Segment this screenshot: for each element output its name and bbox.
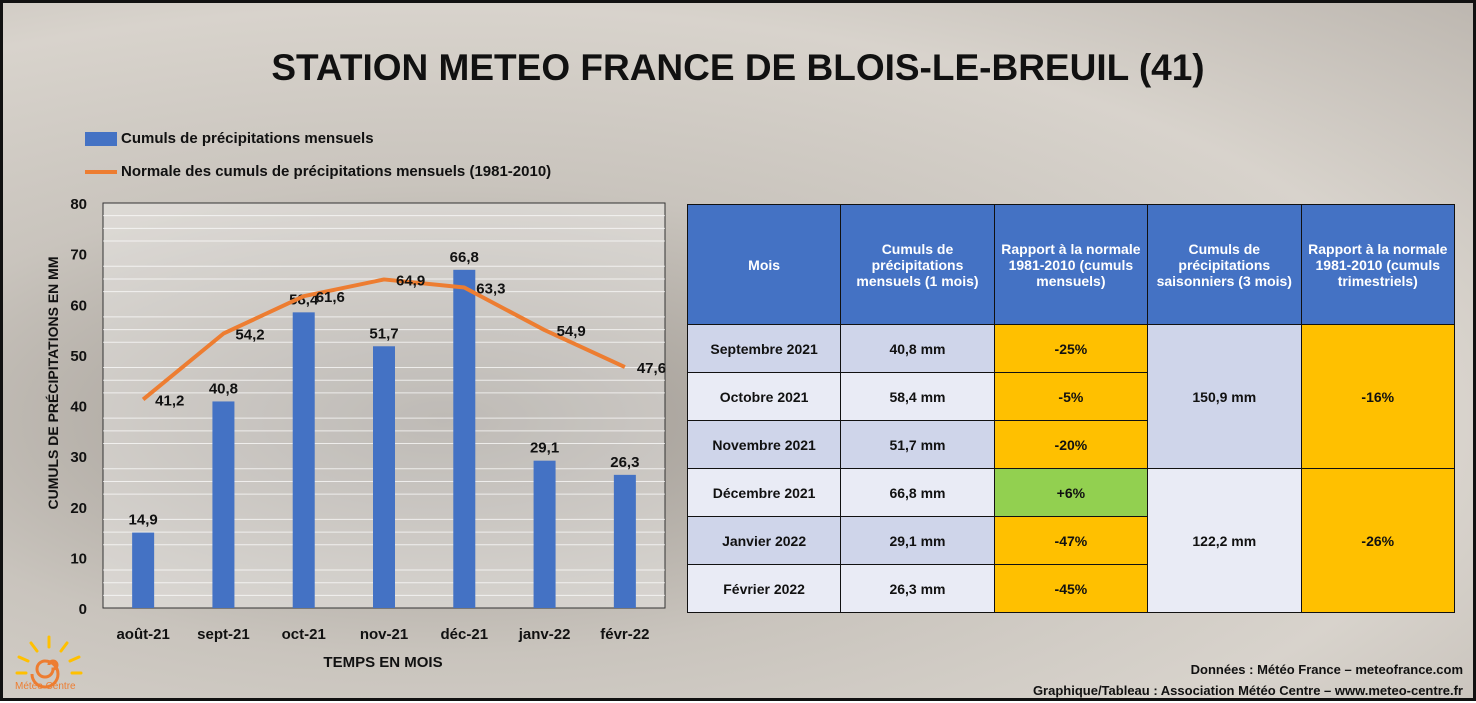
bar-data-label: 51,7 xyxy=(369,325,398,342)
header-cumul: Cumuls de précipitations mensuels (1 moi… xyxy=(841,205,995,325)
y-tick-label: 0 xyxy=(79,601,87,618)
x-axis-title: TEMPS EN MOIS xyxy=(303,654,463,671)
bar xyxy=(212,401,234,608)
cell-cumul: 58,4 mm xyxy=(841,373,995,421)
x-tick-label: janv-22 xyxy=(518,626,571,643)
line-data-label: 64,9 xyxy=(396,272,425,289)
cell-rapport-trim: -16% xyxy=(1301,325,1454,469)
y-tick-label: 70 xyxy=(70,247,87,264)
credits: Données : Météo France – meteofrance.com… xyxy=(1033,659,1463,701)
bar xyxy=(373,346,395,608)
cell-rapport: -5% xyxy=(994,373,1147,421)
cell-rapport: -47% xyxy=(994,517,1147,565)
y-tick-label: 20 xyxy=(70,500,87,517)
header-rapport-trim: Rapport à la normale 1981-2010 (cumuls t… xyxy=(1301,205,1454,325)
line-data-label: 47,6 xyxy=(637,360,666,377)
bar xyxy=(534,461,556,608)
chart: 0 10 20 30 40 50 60 70 80 14,9 août-21 40,8 sept-21 5… xyxy=(3,3,683,653)
y-tick-label: 60 xyxy=(70,297,87,314)
cell-mois: Octobre 2021 xyxy=(688,373,841,421)
credits-author: Graphique/Tableau : Association Météo Ce… xyxy=(1033,680,1463,701)
line-data-label: 54,9 xyxy=(557,323,586,340)
cell-cumul: 29,1 mm xyxy=(841,517,995,565)
y-tick-label: 50 xyxy=(70,348,87,365)
table-row: Décembre 2021 66,8 mm +6% 122,2 mm -26% xyxy=(688,469,1455,517)
y-axis-title: CUMULS DE PRÉCIPITATIONS EN MM xyxy=(45,243,61,523)
header-rapport: Rapport à la normale 1981-2010 (cumuls m… xyxy=(994,205,1147,325)
line-data-label: 63,3 xyxy=(476,281,505,298)
y-tick-label: 80 xyxy=(70,196,87,213)
cell-rapport-trim: -26% xyxy=(1301,469,1454,613)
line-data-label: 41,2 xyxy=(155,392,184,409)
y-tick-label: 40 xyxy=(70,399,87,416)
bar xyxy=(132,533,154,608)
bar-data-label: 40,8 xyxy=(209,380,238,397)
cell-mois: Décembre 2021 xyxy=(688,469,841,517)
data-table: Mois Cumuls de précipitations mensuels (… xyxy=(687,204,1455,613)
cell-rapport: -20% xyxy=(994,421,1147,469)
credits-data-source: Données : Météo France – meteofrance.com xyxy=(1033,659,1463,680)
bar-data-label: 14,9 xyxy=(129,512,158,529)
bar-data-label: 29,1 xyxy=(530,440,559,457)
header-saison: Cumuls de précipitations saisonniers (3 … xyxy=(1148,205,1302,325)
x-tick-label: sept-21 xyxy=(197,626,250,643)
cell-rapport: -25% xyxy=(994,325,1147,373)
cell-cumul: 40,8 mm xyxy=(841,325,995,373)
cell-cumul: 66,8 mm xyxy=(841,469,995,517)
cell-mois: Septembre 2021 xyxy=(688,325,841,373)
cell-cumul: 26,3 mm xyxy=(841,565,995,613)
bar xyxy=(293,312,315,608)
x-tick-label: août-21 xyxy=(116,626,169,643)
header-mois: Mois xyxy=(688,205,841,325)
cell-rapport: +6% xyxy=(994,469,1147,517)
logo-text: Météo Centre xyxy=(15,681,76,692)
x-tick-label: déc-21 xyxy=(441,626,489,643)
y-tick-label: 30 xyxy=(70,449,87,466)
cell-cumul: 51,7 mm xyxy=(841,421,995,469)
cell-mois: Novembre 2021 xyxy=(688,421,841,469)
x-tick-label: févr-22 xyxy=(600,626,649,643)
line-data-label: 61,6 xyxy=(316,289,345,306)
cell-mois: Janvier 2022 xyxy=(688,517,841,565)
line-data-label: 54,2 xyxy=(235,327,264,344)
meteo-centre-logo: Météo Centre xyxy=(11,633,101,703)
table-row: Septembre 2021 40,8 mm -25% 150,9 mm -16… xyxy=(688,325,1455,373)
x-tick-label: oct-21 xyxy=(282,626,326,643)
cell-saison: 122,2 mm xyxy=(1148,469,1302,613)
x-tick-label: nov-21 xyxy=(360,626,408,643)
bar-data-label: 26,3 xyxy=(610,454,639,471)
cell-rapport: -45% xyxy=(994,565,1147,613)
bar xyxy=(453,270,475,608)
cell-mois: Février 2022 xyxy=(688,565,841,613)
y-tick-label: 10 xyxy=(70,550,87,567)
bar-data-label: 66,8 xyxy=(450,249,479,266)
cell-saison: 150,9 mm xyxy=(1148,325,1302,469)
bar xyxy=(614,475,636,608)
